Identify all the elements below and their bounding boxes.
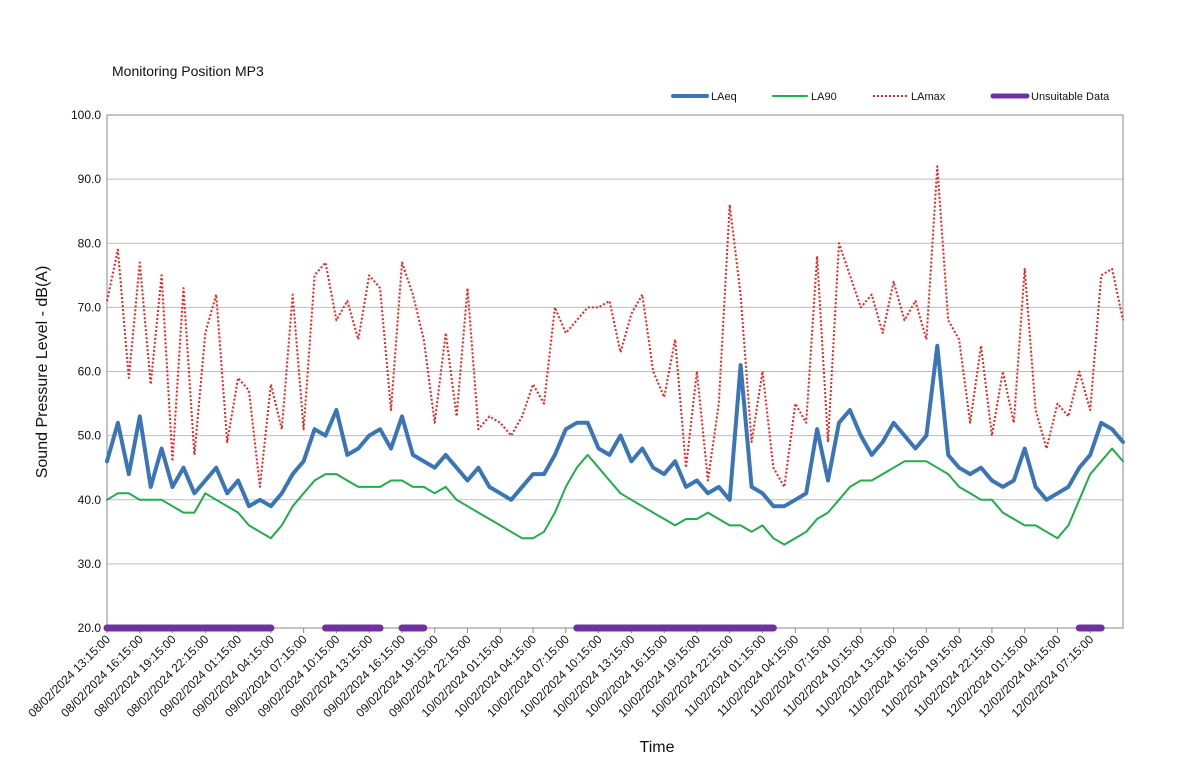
chart-title: Monitoring Position MP3 xyxy=(112,63,264,79)
series-line xyxy=(106,165,1124,488)
x-axis-title: Time xyxy=(640,739,675,756)
series-line xyxy=(105,343,1125,509)
y-tick-label: 100.0 xyxy=(71,108,101,122)
legend-label: LAeq xyxy=(711,91,737,103)
y-tick-label: 20.0 xyxy=(78,621,102,635)
legend-label: LAmax xyxy=(911,91,946,103)
y-tick-label: 40.0 xyxy=(78,493,102,507)
legend-label: LA90 xyxy=(811,91,837,103)
y-tick-label: 60.0 xyxy=(78,365,102,379)
y-axis-title: Sound Pressure Level - dB(A) xyxy=(34,266,51,479)
y-tick-label: 30.0 xyxy=(78,557,102,571)
y-tick-label: 90.0 xyxy=(78,172,102,186)
y-tick-label: 70.0 xyxy=(78,300,102,314)
y-tick-label: 50.0 xyxy=(78,429,102,443)
series-line xyxy=(106,447,1124,546)
legend-label: Unsuitable Data xyxy=(1031,91,1110,103)
y-tick-label: 80.0 xyxy=(78,236,102,250)
